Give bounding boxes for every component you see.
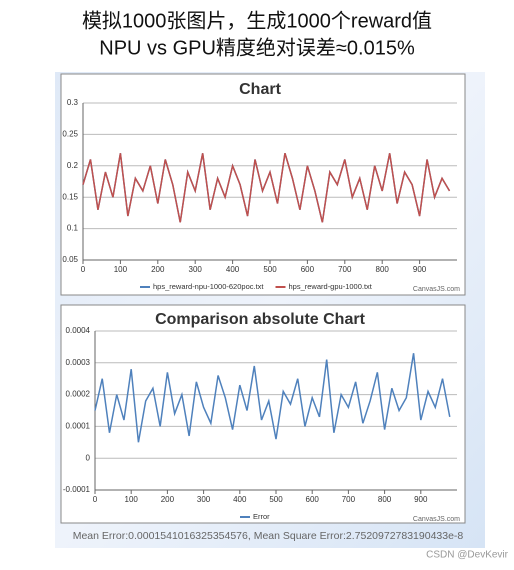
- chart-title: Comparison absolute Chart: [155, 311, 365, 328]
- x-tick-label: 0: [93, 495, 98, 504]
- y-tick-label: -0.0001: [63, 485, 91, 494]
- y-tick-label: 0.2: [67, 161, 79, 170]
- legend-label: hps_reward-gpu-1000.txt: [289, 282, 373, 291]
- x-tick-label: 500: [263, 265, 277, 274]
- x-tick-label: 900: [414, 495, 428, 504]
- x-tick-label: 100: [125, 495, 139, 504]
- x-tick-label: 500: [269, 495, 283, 504]
- y-tick-label: 0.0003: [66, 358, 91, 367]
- legend-label: Error: [253, 512, 270, 521]
- header-line: 模拟1000张图片，生成1000个reward值: [82, 9, 432, 32]
- y-tick-label: 0.1: [67, 224, 79, 233]
- watermark: CSDN @DevKevir: [426, 550, 509, 561]
- series-line: [94, 353, 451, 443]
- credit: CanvasJS.com: [413, 286, 460, 293]
- chart-title: Chart: [239, 81, 281, 98]
- x-tick-label: 900: [413, 265, 427, 274]
- x-tick-label: 700: [338, 265, 352, 274]
- x-tick-label: 700: [342, 495, 356, 504]
- x-tick-label: 100: [114, 265, 128, 274]
- y-tick-label: 0.0004: [66, 326, 91, 335]
- x-tick-label: 400: [226, 265, 240, 274]
- x-tick-label: 600: [301, 265, 315, 274]
- x-tick-label: 800: [376, 265, 390, 274]
- x-tick-label: 0: [81, 265, 86, 274]
- y-tick-label: 0.0002: [66, 390, 91, 399]
- header-line: NPU vs GPU精度绝对误差≈0.015%: [99, 36, 415, 59]
- y-tick-label: 0.25: [62, 130, 78, 139]
- x-tick-label: 200: [161, 495, 175, 504]
- legend-label: hps_reward-npu-1000-620poc.txt: [153, 282, 264, 291]
- y-tick-label: 0.05: [62, 255, 78, 264]
- y-tick-label: 0.0001: [66, 422, 91, 431]
- x-tick-label: 800: [378, 495, 392, 504]
- y-tick-label: 0.3: [67, 98, 79, 107]
- x-tick-label: 300: [189, 265, 203, 274]
- footer: Mean Error:0.0001541016325354576, Mean S…: [73, 530, 464, 542]
- chart-frame: [60, 304, 466, 524]
- y-tick-label: 0: [86, 453, 91, 462]
- chart-frame: [60, 73, 466, 296]
- x-tick-label: 300: [197, 495, 211, 504]
- series-line: [82, 153, 451, 223]
- y-tick-label: 0.15: [62, 192, 78, 201]
- credit: CanvasJS.com: [413, 516, 460, 523]
- x-tick-label: 400: [233, 495, 247, 504]
- x-tick-label: 600: [306, 495, 320, 504]
- x-tick-label: 200: [151, 265, 165, 274]
